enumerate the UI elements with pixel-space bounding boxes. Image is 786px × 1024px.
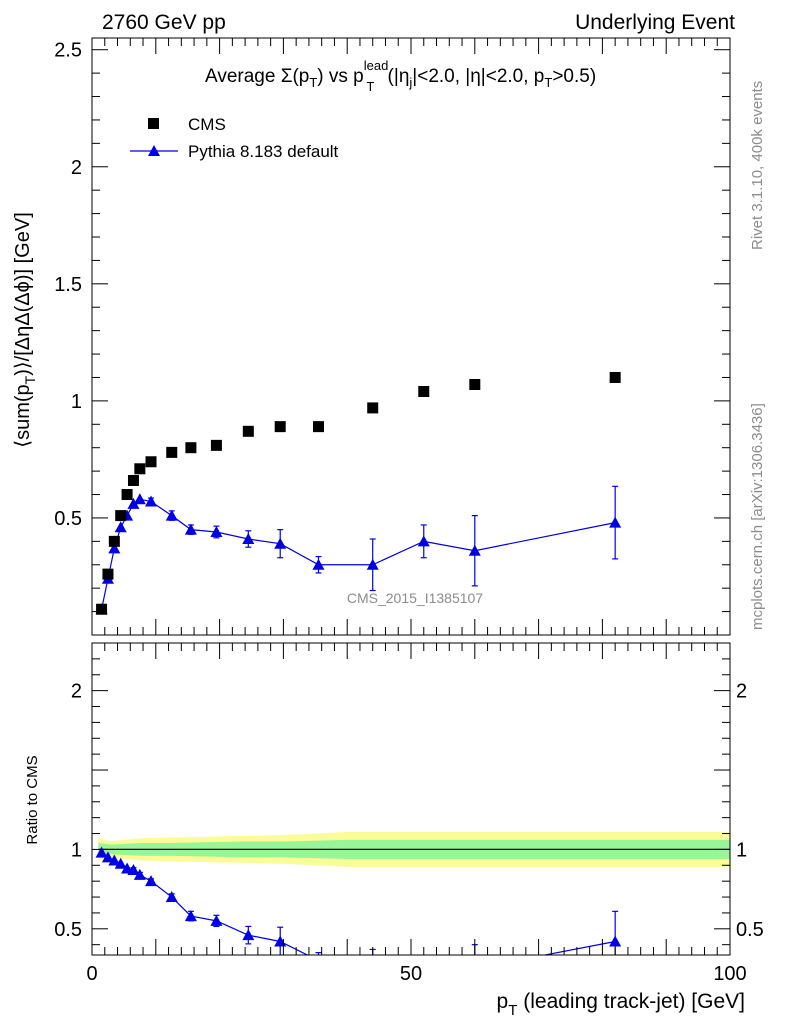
pythia-point xyxy=(184,523,197,535)
pythia-point xyxy=(127,497,140,509)
header-right: Underlying Event xyxy=(575,11,735,34)
cms-point xyxy=(367,402,379,414)
ratio-point xyxy=(184,910,197,922)
ratio-y-tick-label-right: 1 xyxy=(736,839,747,861)
rivet-label: Rivet 3.1.10, 400k events xyxy=(749,81,766,250)
pythia-point xyxy=(133,493,146,505)
pythia-point xyxy=(114,521,127,533)
pythia-point xyxy=(366,558,379,570)
top-y-tick-label: 1.5 xyxy=(54,274,82,296)
cms-point xyxy=(185,442,197,454)
x-tick-label: 100 xyxy=(713,963,746,985)
ratio-point xyxy=(469,962,481,973)
x-tick-label: 50 xyxy=(400,963,422,985)
cms-point xyxy=(145,456,157,468)
pythia-point xyxy=(609,516,622,528)
cms-point xyxy=(96,603,108,615)
ratio-y-tick-label: 0.5 xyxy=(54,919,82,941)
ratio-point xyxy=(609,935,622,947)
pythia-point xyxy=(210,525,223,537)
cms-point xyxy=(108,535,120,547)
ratio-y-tick-label: 2 xyxy=(71,681,82,703)
legend-cms-label: CMS xyxy=(188,115,226,134)
pythia-point xyxy=(312,558,325,570)
cms-point xyxy=(418,386,430,398)
ratio-point xyxy=(318,954,319,955)
x-tick-label: 0 xyxy=(86,963,97,985)
ratio-y-tick-label: 1 xyxy=(71,839,82,861)
pythia-point xyxy=(242,533,255,545)
ratio-panel-frame xyxy=(91,642,731,956)
cms-point xyxy=(469,378,481,390)
cms-point xyxy=(312,421,324,433)
mcplots-label: mcplots.cern.ch [arXiv:1306.3436] xyxy=(749,403,766,630)
plot-title: Average Σ(pT) vs plead T (|ηj|<2.0, |η|<2… xyxy=(205,58,596,94)
cms-point xyxy=(134,463,146,475)
x-axis-label: pT (leading track-jet) [GeV] xyxy=(497,990,745,1019)
legend-pythia-label: Pythia 8.183 default xyxy=(188,142,339,161)
pythia-point xyxy=(108,542,121,554)
top-y-tick-label: 2.5 xyxy=(54,40,82,62)
pythia-point xyxy=(165,509,178,521)
pythia-point xyxy=(468,544,481,556)
ratio-y-tick-label-right: 2 xyxy=(736,681,747,703)
cms-point xyxy=(121,489,133,501)
cms-point xyxy=(166,446,178,458)
legend-cms-marker xyxy=(148,118,159,129)
ratio-point xyxy=(95,846,108,858)
cms-point xyxy=(102,568,114,580)
top-y-axis-label: ⟨sum(pT)⟩/[ΔηΔ(Δϕ)] [GeV] xyxy=(12,212,38,447)
ratio-point xyxy=(101,851,114,863)
ratio-point xyxy=(114,857,127,869)
top-y-tick-label: 1 xyxy=(71,391,82,413)
ratio-point xyxy=(242,929,255,941)
ratio-point xyxy=(210,914,223,926)
cms-point xyxy=(127,474,139,486)
ratio-y-axis-label: Ratio to CMS xyxy=(24,755,41,844)
cms-point xyxy=(242,425,254,437)
ratio-point xyxy=(127,864,140,876)
legend-pythia-marker xyxy=(148,145,160,156)
pythia-point xyxy=(145,495,158,507)
header-left: 2760 GeV pp xyxy=(102,11,226,34)
top-y-tick-label: 0.5 xyxy=(54,508,82,530)
pythia-point xyxy=(274,537,287,549)
ratio-point xyxy=(367,962,379,973)
top-panel-frame xyxy=(91,37,731,636)
top-y-zero-label xyxy=(60,626,90,642)
analysis-watermark: CMS_2015_I1385107 xyxy=(347,590,483,606)
cms-point xyxy=(115,510,127,522)
ratio-point xyxy=(133,868,146,880)
ratio-point xyxy=(108,854,121,866)
ratio-point xyxy=(145,875,158,887)
pythia-point xyxy=(417,535,430,547)
ratio-y-tick-label-right: 0.5 xyxy=(736,919,764,941)
ratio-point xyxy=(165,891,178,903)
top-y-tick-label: 2 xyxy=(71,157,82,179)
cms-point xyxy=(210,439,222,451)
cms-point xyxy=(274,421,286,433)
cms-point xyxy=(609,371,621,383)
